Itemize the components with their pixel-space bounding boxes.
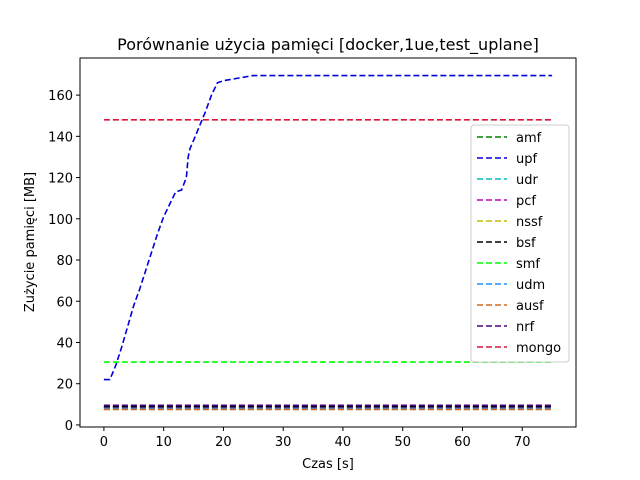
y-tick-label: 0 [65, 419, 73, 434]
y-tick-label: 40 [56, 336, 73, 351]
y-tick-label: 120 [48, 172, 73, 187]
legend-label-pcf: pcf [516, 194, 536, 209]
chart-title: Porównanie użycia pamięci [docker,1ue,te… [117, 35, 539, 55]
y-tick-label: 160 [48, 89, 73, 104]
legend-label-smf: smf [516, 257, 540, 272]
series-line-upf [103, 74, 553, 381]
legend-label-udr: udr [516, 173, 538, 188]
y-axis-label: Zużycie pamięci [MB] [23, 172, 38, 312]
legend-label-amf: amf [516, 131, 542, 146]
x-tick-label: 50 [394, 435, 411, 450]
x-axis-label: Czas [s] [302, 457, 354, 472]
x-tick-label: 70 [514, 435, 531, 450]
x-tick-label: 40 [335, 435, 352, 450]
legend-label-ausf: ausf [516, 299, 544, 314]
legend-label-nrf: nrf [516, 320, 535, 335]
legend-label-upf: upf [516, 152, 537, 167]
legend-label-nssf: nssf [516, 215, 543, 230]
x-tick-label: 10 [155, 435, 172, 450]
x-tick-label: 20 [215, 435, 232, 450]
y-tick-label: 100 [48, 213, 73, 228]
axes-frame [79, 57, 577, 428]
legend-box [470, 124, 570, 363]
y-tick-label: 20 [56, 378, 73, 393]
y-tick-label: 60 [56, 295, 73, 310]
legend-label-udm: udm [516, 278, 545, 293]
y-tick-label: 140 [48, 130, 73, 145]
x-tick-label: 30 [275, 435, 292, 450]
x-tick-label: 60 [454, 435, 471, 450]
legend-label-bsf: bsf [516, 236, 536, 251]
y-tick-label: 80 [56, 254, 73, 269]
legend-label-mongo: mongo [516, 341, 561, 356]
x-tick-label: 0 [100, 435, 108, 450]
axes-ticks: 0 10 20 30 40 50 60 70 0 20 40 60 80 100 120 140 160 [48, 89, 530, 450]
legend: amf upf udr pcf nssf bsf smf udm ausf nrf mongo [470, 124, 570, 363]
